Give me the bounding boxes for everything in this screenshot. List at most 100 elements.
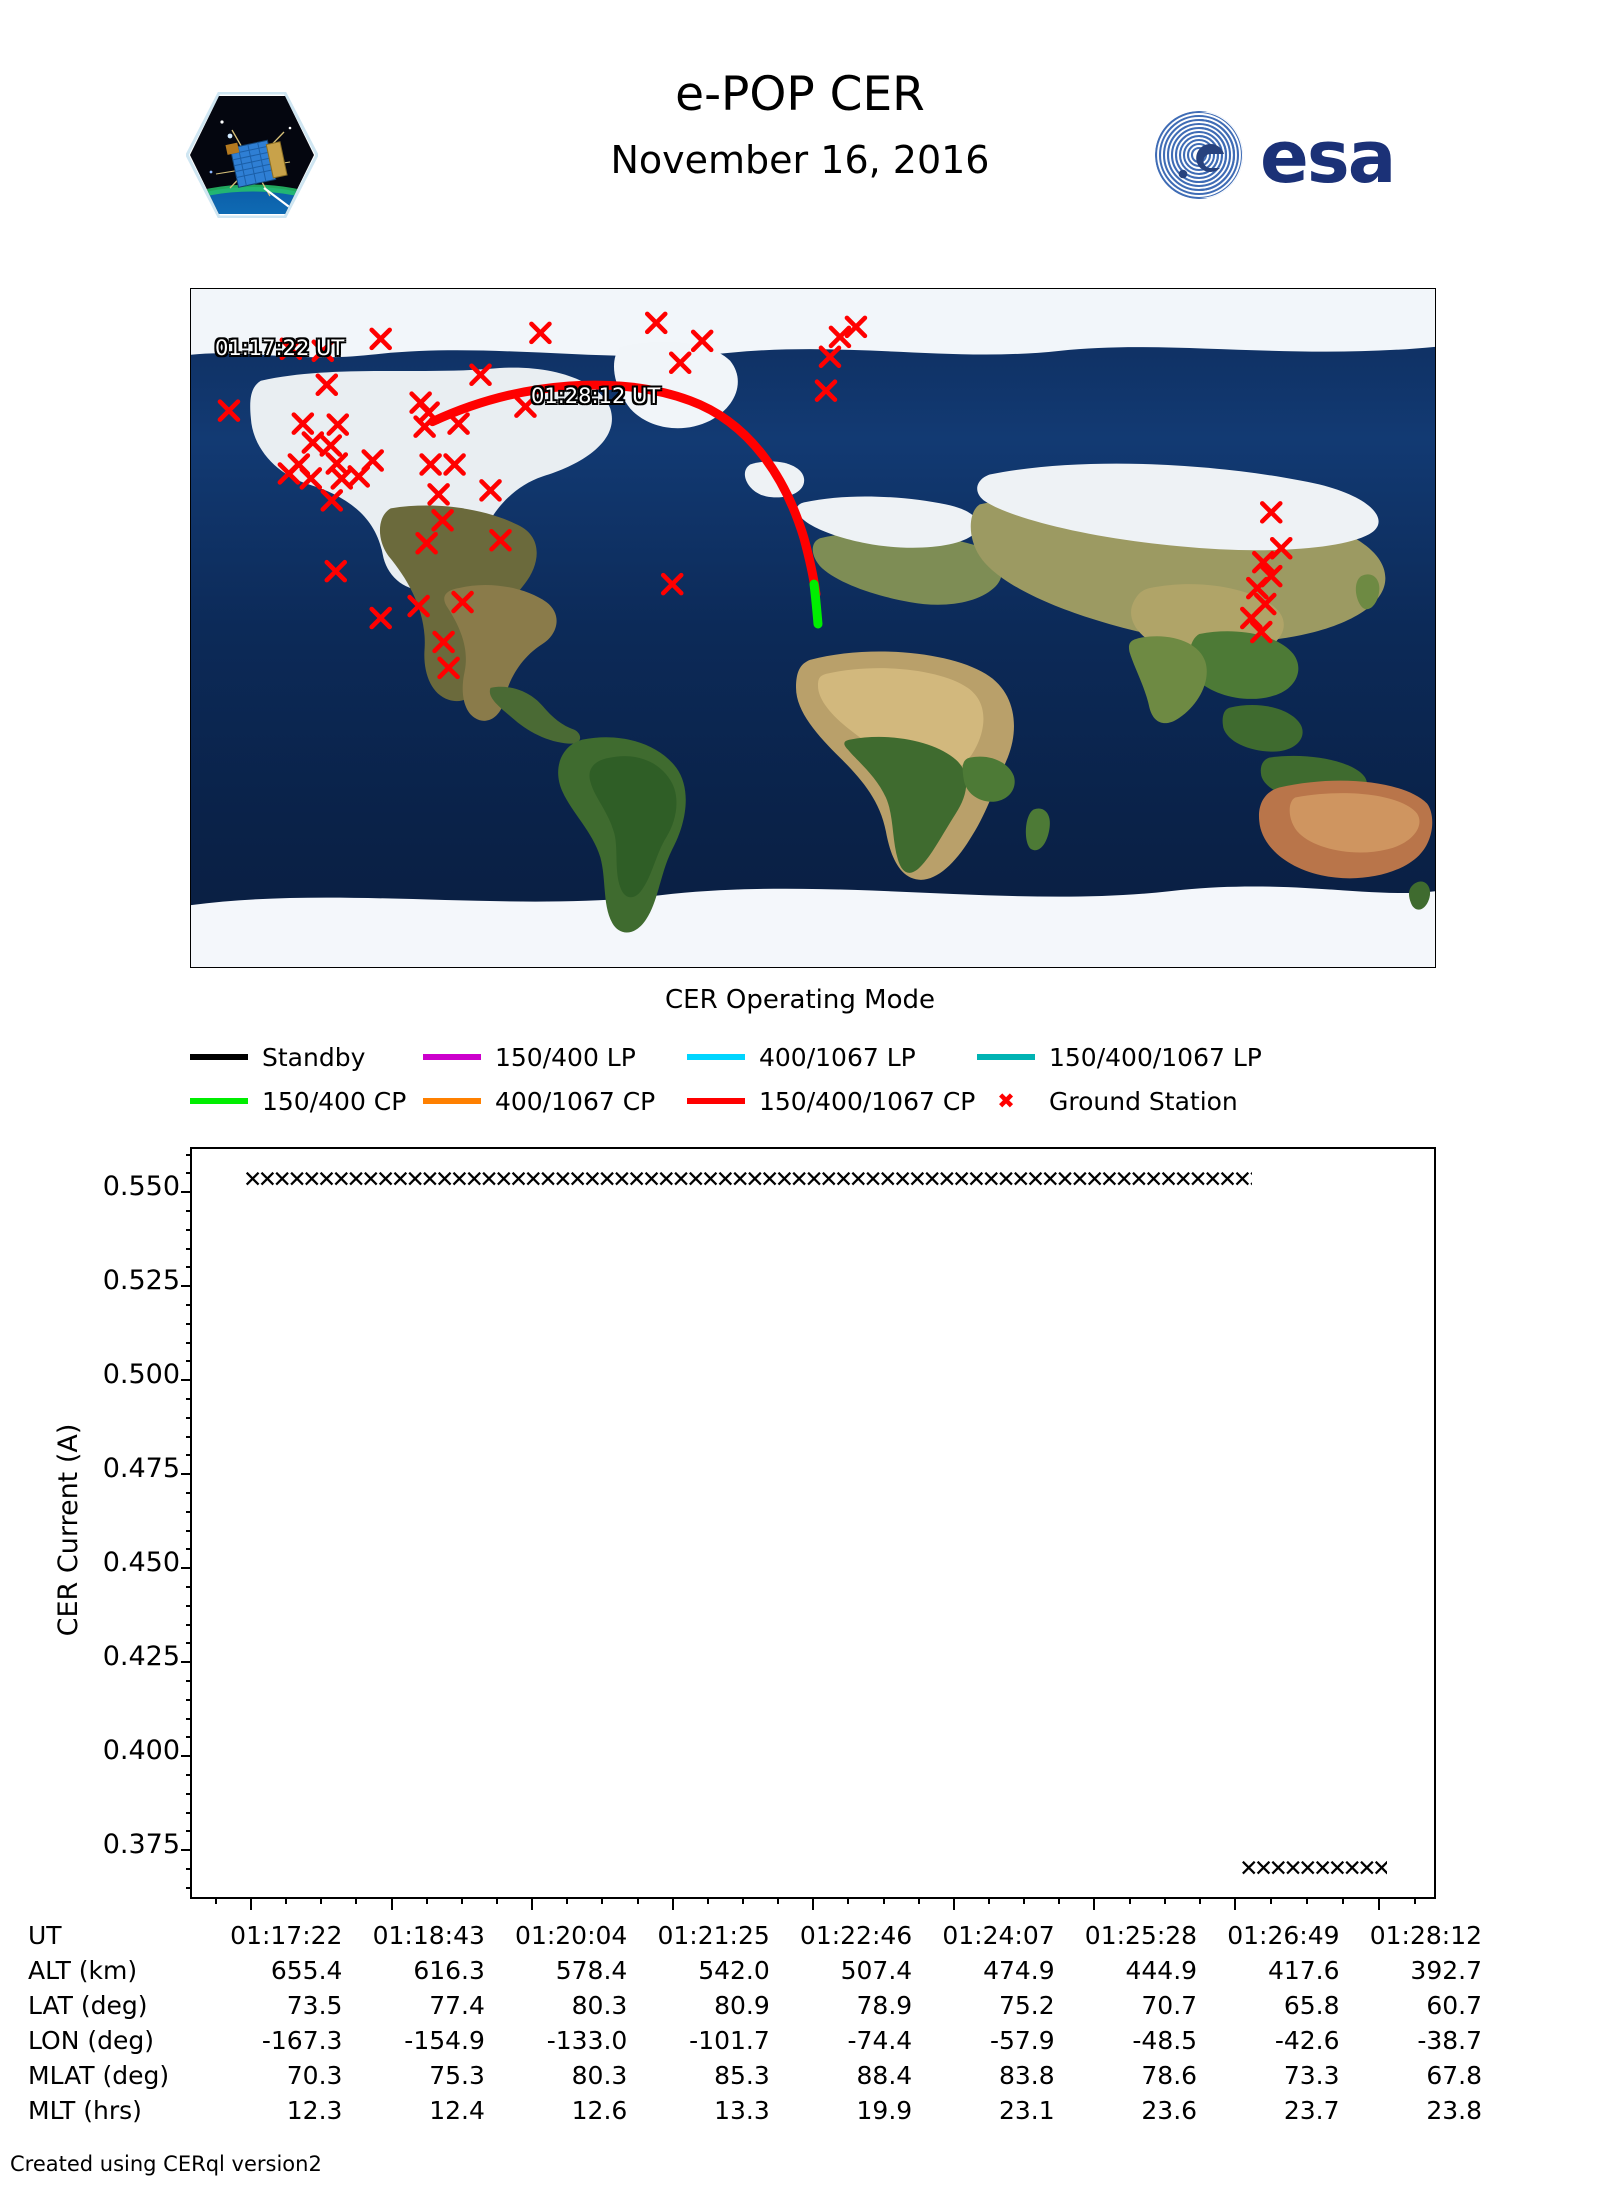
y-tick-minor: [186, 1642, 192, 1645]
table-cell: -167.3: [261, 2026, 343, 2055]
table-cell: 578.4: [555, 1956, 628, 1985]
ephemeris-table-body: UT 01:17:22 01:18:43 01:20:04 01:21:25 01:22:…: [28, 1918, 1488, 2128]
legend-item-150-400-lp[interactable]: 150/400 LP: [423, 1043, 687, 1072]
table-cell: 77.4: [429, 1991, 485, 2020]
legend-swatch-150-400-lp: [423, 1054, 481, 1060]
y-tick-label: 0.375: [102, 1829, 180, 1861]
table-cell: -38.7: [1417, 2026, 1482, 2055]
table-row: MLT (hrs) 12.3 12.4 12.6 13.3 19.9 23.1 23.6 23.…: [28, 2093, 1488, 2128]
table-row-label: UT: [28, 1921, 62, 1950]
table-cell: 12.3: [286, 2096, 343, 2125]
x-tick-major: [1233, 1897, 1236, 1910]
legend-swatch-150-400-1067-cp: [687, 1098, 745, 1104]
y-tick-minor: [186, 1435, 192, 1438]
table-cell: 19.9: [856, 2096, 913, 2125]
table-row-label: ALT (km): [28, 1956, 138, 1985]
table-cell: 12.4: [429, 2096, 485, 2125]
x-tick-major: [250, 1897, 252, 1910]
x-tick-minor: [777, 1897, 780, 1904]
y-tick-minor: [186, 1210, 192, 1213]
x-tick-minor: [214, 1897, 217, 1904]
legend-label-150-400-1067-lp: 150/400/1067 LP: [1049, 1042, 1262, 1072]
x-tick-minor: [1198, 1897, 1201, 1904]
orbit-track-end-marker: [809, 579, 823, 629]
table-row: UT 01:17:22 01:18:43 01:20:04 01:21:25 01:22:…: [28, 1918, 1488, 1953]
table-cell: 01:28:12: [1369, 1921, 1482, 1950]
x-tick-minor: [1023, 1897, 1026, 1904]
table-cell: 73.3: [1283, 2061, 1340, 2090]
footer-credit: Created using CERql version2: [10, 2152, 322, 2176]
legend-swatch-400-1067-cp: [423, 1098, 481, 1104]
y-tick-minor: [186, 1510, 192, 1513]
table-row: ALT (km) 655.4 616.3 578.4 542.0 507.4 474.9 44…: [28, 1953, 1488, 1988]
x-tick-minor: [601, 1897, 604, 1904]
y-tick-minor: [186, 1868, 192, 1871]
y-tick-major: [181, 1191, 192, 1194]
table-cell: 80.3: [571, 1991, 628, 2020]
table-cell: 73.5: [286, 1991, 343, 2020]
table-row-label: MLAT (deg): [28, 2061, 170, 2090]
legend-item-150-400-1067-cp[interactable]: 150/400/1067 CP: [687, 1087, 977, 1116]
legend-label-150-400-cp: 150/400 CP: [262, 1086, 407, 1116]
cer-current-plot[interactable]: ✕✕✕✕✕✕✕✕✕✕✕✕✕✕✕✕✕✕✕✕✕✕✕✕✕✕✕✕✕✕✕✕✕✕✕✕✕✕✕✕…: [181, 1147, 1436, 1910]
y-tick-minor: [186, 1341, 192, 1344]
y-tick-minor: [186, 1529, 192, 1532]
table-row-label: MLT (hrs): [28, 2096, 142, 2125]
y-tick-minor: [186, 1586, 192, 1589]
table-cell: 60.7: [1426, 1991, 1482, 2020]
x-tick-minor: [847, 1897, 850, 1904]
map-end-time-label: 01:28:12 UT: [531, 384, 661, 408]
table-cell: -101.7: [689, 2026, 770, 2055]
y-tick-major: [181, 1661, 192, 1664]
legend-swatch-standby: [190, 1054, 248, 1060]
y-tick-minor: [186, 1360, 192, 1363]
x-tick-minor: [320, 1897, 323, 1904]
table-row: LAT (deg) 73.5 77.4 80.3 80.9 78.9 75.2 70.7 65.…: [28, 1988, 1488, 2023]
table-row-label: LAT (deg): [28, 1991, 148, 2020]
legend-item-400-1067-lp[interactable]: 400/1067 LP: [687, 1043, 977, 1072]
x-tick-minor: [355, 1897, 358, 1904]
y-tick-major: [181, 1849, 192, 1852]
y-tick-minor: [186, 1717, 192, 1720]
x-tick-minor: [460, 1897, 463, 1904]
y-tick-label: 0.475: [102, 1453, 180, 1485]
table-cell: 655.4: [270, 1956, 343, 1985]
ground-station-x-icon: ✖: [997, 1088, 1015, 1113]
table-cell: 75.3: [429, 2061, 485, 2090]
table-cell: 78.6: [1141, 2061, 1198, 2090]
svg-text:esa: esa: [1260, 115, 1394, 199]
legend-item-150-400-cp[interactable]: 150/400 CP: [190, 1087, 423, 1116]
legend-item-400-1067-cp[interactable]: 400/1067 CP: [423, 1087, 687, 1116]
legend-item-150-400-1067-lp[interactable]: 150/400/1067 LP: [977, 1043, 1262, 1072]
x-tick-minor: [706, 1897, 709, 1904]
y-tick-minor: [186, 1416, 192, 1419]
y-tick-label: 0.400: [102, 1735, 180, 1767]
table-cell: 616.3: [413, 1956, 485, 1985]
table-cell: -42.6: [1274, 2026, 1340, 2055]
title-block: e-POP CER November 16, 2016: [400, 70, 1200, 181]
ephemeris-table: UT 01:17:22 01:18:43 01:20:04 01:21:25 01:22:…: [28, 1918, 1488, 2128]
y-tick-minor: [186, 1322, 192, 1325]
table-cell: -74.4: [847, 2026, 913, 2055]
table-cell: -57.9: [989, 2026, 1055, 2055]
legend-item-ground-station[interactable]: ✖ Ground Station: [977, 1087, 1238, 1116]
table-cell: 01:24:07: [942, 1921, 1055, 1950]
page-title: e-POP CER: [675, 67, 925, 122]
x-tick-minor: [1414, 1897, 1416, 1904]
legend-item-standby[interactable]: Standby: [190, 1043, 423, 1072]
table-cell: 01:18:43: [372, 1921, 485, 1950]
table-cell: 01:25:28: [1084, 1921, 1198, 1950]
table-cell: 01:21:25: [657, 1921, 770, 1950]
y-tick-major: [181, 1285, 192, 1288]
esa-logo-icon: esa: [1152, 110, 1442, 200]
table-cell: 83.8: [998, 2061, 1055, 2090]
legend-label-150-400-1067-cp: 150/400/1067 CP: [759, 1086, 976, 1116]
y-tick-minor: [186, 1304, 192, 1307]
y-tick-minor: [186, 1228, 192, 1231]
legend-title: CER Operating Mode: [664, 985, 935, 1015]
world-map[interactable]: 01:17:22 UT 01:28:12 UT: [190, 288, 1436, 968]
y-tick-minor: [186, 1247, 192, 1250]
legend-swatch-400-1067-lp: [687, 1054, 745, 1060]
table-cell: 23.6: [1141, 2096, 1198, 2125]
